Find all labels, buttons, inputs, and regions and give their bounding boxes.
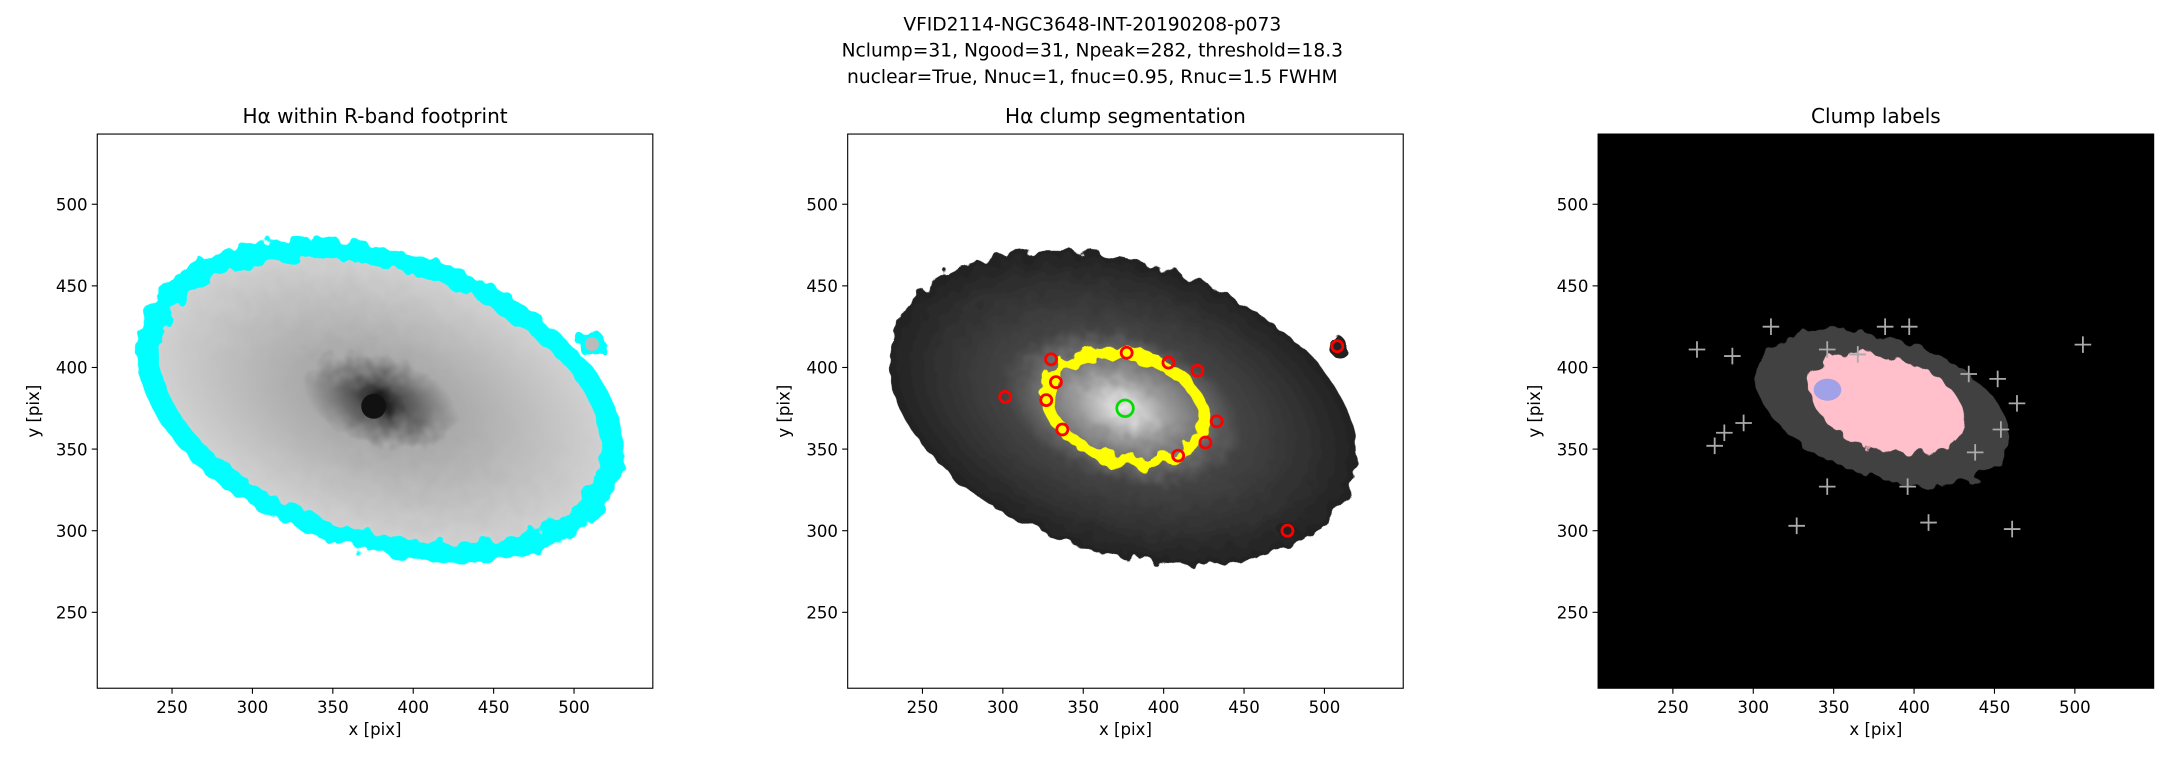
y-tick-label: 400 — [56, 359, 88, 378]
clump-marker — [998, 389, 1013, 404]
clump-marker — [1161, 355, 1176, 370]
peak-marker — [1788, 517, 1805, 535]
y-tick-label: 350 — [806, 440, 838, 459]
y-tick-label: 350 — [56, 440, 88, 459]
peak-marker — [1688, 341, 1706, 358]
y-tick-label: 300 — [56, 522, 88, 541]
peak-marker — [1762, 318, 1780, 335]
panel-title: Hα within R-band footprint — [242, 104, 507, 128]
peak-marker — [2008, 395, 2026, 412]
peak-marker — [1899, 478, 1916, 495]
x-tick-label: 300 — [237, 698, 269, 717]
clump-marker — [1119, 345, 1134, 360]
peak-marker — [1724, 347, 1741, 365]
clump-marker — [1044, 352, 1059, 367]
x-tick-label: 250 — [1657, 698, 1689, 717]
y-tick-label: 450 — [56, 277, 88, 296]
peak-marker — [1876, 318, 1894, 335]
peak-marker — [1716, 424, 1733, 442]
clump-marker — [1039, 393, 1054, 408]
x-axis-label: x [pix] — [1099, 720, 1152, 739]
x-tick-label: 400 — [1148, 698, 1180, 717]
x-tick-label: 400 — [397, 698, 429, 717]
clump-marker — [1330, 339, 1345, 354]
plot-frame — [1597, 133, 2155, 689]
clump-marker — [1171, 448, 1186, 463]
image-panel-2 — [888, 250, 1358, 565]
x-tick-label: 300 — [987, 698, 1019, 717]
panel-title: Clump labels — [1811, 104, 1941, 128]
x-axis-label: x [pix] — [349, 720, 402, 739]
suptitle: nuclear=True, Nnuc=1, fnuc=0.95, Rnuc=1.… — [847, 67, 1338, 88]
peak-marker — [1818, 341, 1836, 358]
peak-marker — [1900, 318, 1918, 335]
x-tick-label: 300 — [1737, 698, 1769, 717]
x-tick-label: 450 — [478, 698, 510, 717]
y-tick-label: 450 — [806, 277, 838, 296]
peak-marker — [2074, 336, 2092, 353]
image-panel-1 — [136, 238, 625, 563]
peak-marker — [1920, 514, 1937, 531]
plot-frame — [847, 133, 1404, 689]
y-axis-label: y [pix] — [24, 385, 43, 438]
x-tick-label: 400 — [1898, 698, 1930, 717]
plot-frame — [96, 133, 654, 689]
clump-marker — [1198, 435, 1213, 450]
x-tick-label: 350 — [1067, 698, 1099, 717]
x-tick-label: 500 — [2059, 698, 2091, 717]
peak-marker — [1966, 444, 1984, 461]
y-axis-label: y [pix] — [775, 385, 794, 438]
suptitle: VFID2114-NGC3648-INT-20190208-p073 — [903, 14, 1281, 35]
y-tick-label: 500 — [806, 195, 838, 214]
clump-marker — [1055, 422, 1070, 437]
y-tick-label: 500 — [1557, 195, 1589, 214]
peak-marker — [1992, 421, 2010, 438]
x-tick-label: 500 — [558, 698, 590, 717]
peak-marker — [1735, 414, 1752, 432]
image-panel-3 — [1598, 134, 2154, 689]
clump-marker — [1209, 414, 1224, 429]
clump-marker — [1190, 363, 1205, 378]
x-tick-label: 250 — [907, 698, 939, 717]
peak-marker — [1706, 437, 1723, 455]
x-tick-label: 500 — [1309, 698, 1341, 717]
x-tick-label: 450 — [1979, 698, 2011, 717]
x-tick-label: 350 — [317, 698, 349, 717]
clump-marker — [1049, 375, 1063, 390]
x-tick-label: 350 — [1818, 698, 1850, 717]
y-tick-label: 250 — [56, 604, 88, 623]
suptitle: Nclump=31, Ngood=31, Npeak=282, threshol… — [842, 41, 1343, 62]
y-tick-label: 300 — [806, 522, 838, 541]
panel-title: Hα clump segmentation — [1005, 104, 1246, 128]
x-axis-label: x [pix] — [1849, 720, 1902, 739]
y-tick-label: 350 — [1557, 440, 1589, 459]
peak-marker — [1849, 346, 1867, 363]
peak-marker — [1960, 365, 1978, 383]
y-tick-label: 400 — [806, 359, 838, 378]
y-tick-label: 300 — [1557, 522, 1589, 541]
y-tick-label: 250 — [1557, 604, 1589, 623]
y-tick-label: 500 — [56, 195, 88, 214]
x-tick-label: 450 — [1228, 698, 1260, 717]
nucleus-marker — [1115, 398, 1135, 418]
peak-marker — [1818, 478, 1836, 495]
y-tick-label: 450 — [1557, 277, 1589, 296]
clump-marker — [1280, 523, 1295, 538]
y-tick-label: 250 — [806, 604, 838, 623]
y-tick-label: 400 — [1557, 359, 1589, 378]
y-axis-label: y [pix] — [1525, 385, 1544, 438]
peak-marker — [1989, 370, 2006, 388]
x-tick-label: 250 — [156, 698, 188, 717]
peak-marker — [2003, 520, 2021, 538]
